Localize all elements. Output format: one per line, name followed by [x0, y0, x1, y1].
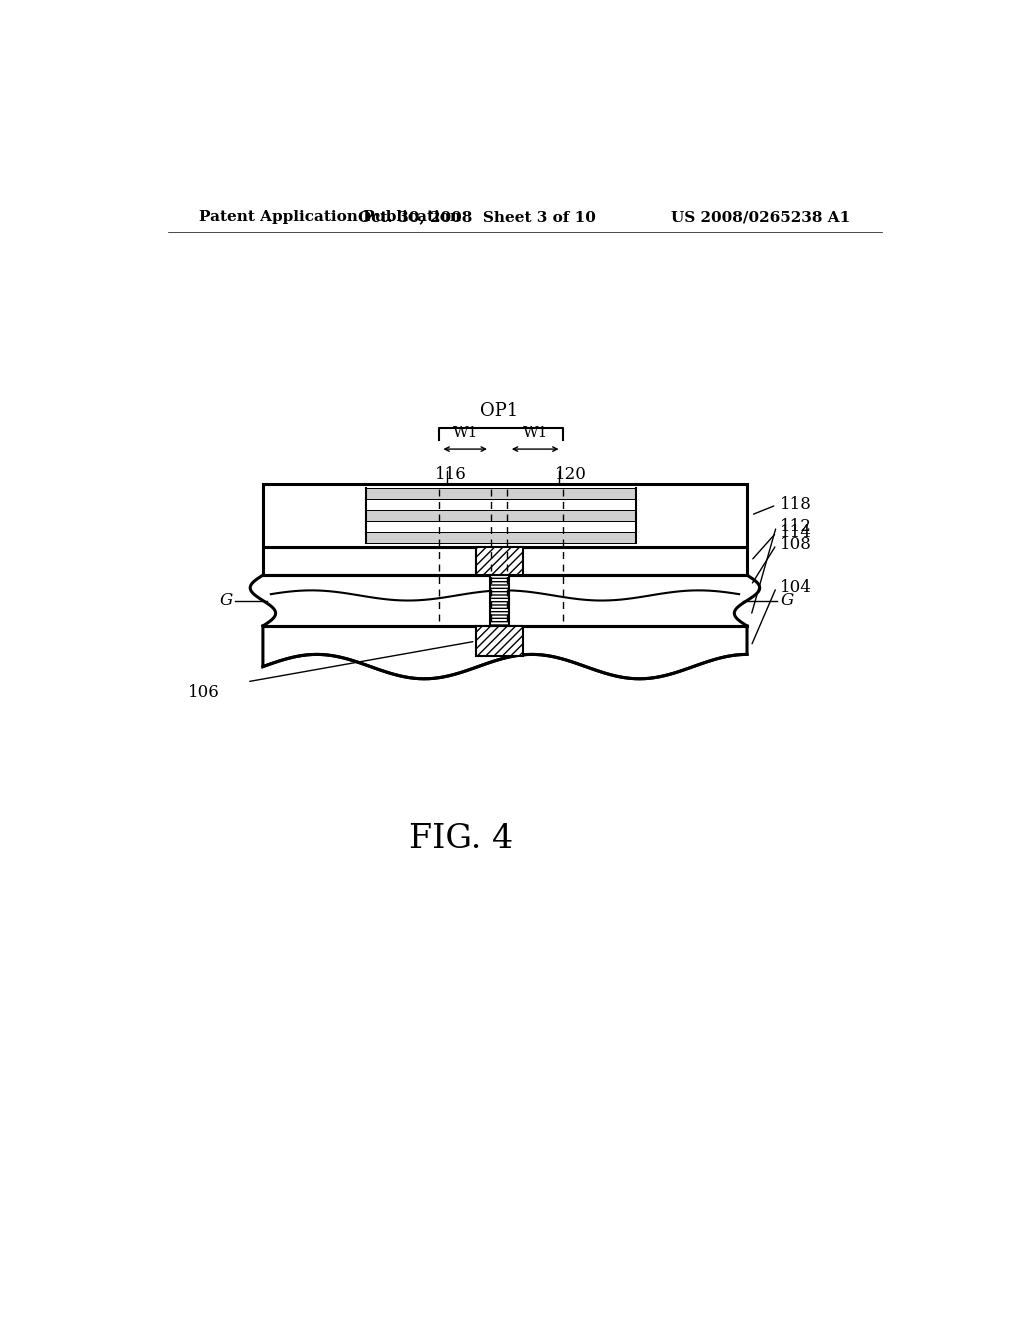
Text: 108: 108: [780, 536, 812, 553]
Text: W1: W1: [522, 426, 548, 440]
Bar: [367, 532, 636, 543]
Text: G: G: [219, 593, 232, 609]
Text: G: G: [780, 593, 794, 609]
Text: 114: 114: [780, 524, 812, 541]
Text: W1: W1: [453, 426, 478, 440]
Bar: [475, 626, 523, 656]
Bar: [489, 576, 509, 626]
Text: Patent Application Publication: Patent Application Publication: [200, 210, 462, 224]
Bar: [263, 546, 748, 576]
Text: 120: 120: [555, 466, 587, 483]
Text: US 2008/0265238 A1: US 2008/0265238 A1: [671, 210, 850, 224]
Bar: [367, 487, 636, 499]
Text: Oct. 30, 2008  Sheet 3 of 10: Oct. 30, 2008 Sheet 3 of 10: [358, 210, 596, 224]
Text: 112: 112: [780, 517, 812, 535]
Text: 118: 118: [780, 496, 812, 513]
Bar: [475, 546, 523, 576]
Bar: [263, 483, 748, 546]
Bar: [367, 510, 636, 520]
Text: 116: 116: [435, 466, 467, 483]
Bar: [475, 626, 523, 656]
Bar: [367, 499, 636, 510]
Bar: [489, 576, 509, 626]
Polygon shape: [250, 576, 760, 626]
Bar: [367, 520, 636, 532]
Bar: [475, 546, 523, 576]
Text: OP1: OP1: [480, 401, 518, 420]
Text: FIG. 4: FIG. 4: [410, 824, 513, 855]
Polygon shape: [263, 626, 748, 678]
Text: 104: 104: [780, 579, 812, 595]
Text: 106: 106: [187, 684, 219, 701]
